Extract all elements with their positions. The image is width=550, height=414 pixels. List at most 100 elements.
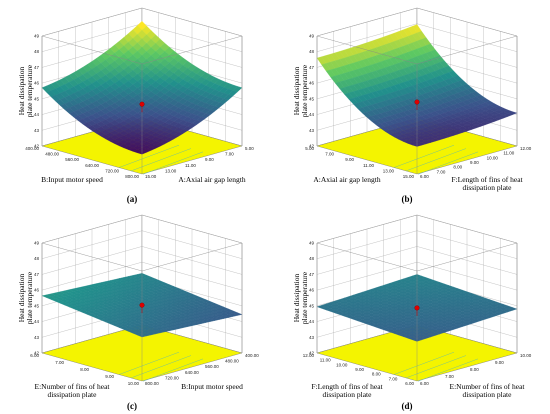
right-axis-tick: 6.00 xyxy=(420,381,429,386)
floor-contour xyxy=(118,144,180,168)
z-tick-label: 45 xyxy=(34,303,40,308)
z-tick-label: 44 xyxy=(309,112,315,117)
right-axis-tick: 10.00 xyxy=(487,155,499,160)
z-tick-label: 42 xyxy=(309,144,315,149)
z-axis-title: Heat dissipation xyxy=(292,66,301,115)
z-tick-label: 48 xyxy=(309,256,315,261)
z-tick-label: 42 xyxy=(309,351,315,356)
z-tick-label: 48 xyxy=(309,49,315,54)
z-tick-label: 46 xyxy=(34,288,40,293)
left-axis-tick: 480.00 xyxy=(45,152,59,157)
box-edge xyxy=(141,35,243,65)
z-tick-label: 46 xyxy=(34,81,40,86)
floor-contour xyxy=(142,151,204,175)
left-axis-tick: 7.00 xyxy=(55,360,64,365)
left-axis-tick: 6.00 xyxy=(405,381,414,386)
left-axis-tick: 8.00 xyxy=(80,367,89,372)
right-axis-tick: 11.00 xyxy=(185,163,196,168)
right-axis-tick: 7.00 xyxy=(445,374,454,379)
panel: 42 43 44 45 46 47 48 49 6.00 7.00 8.00 9.00 10.00 400… xyxy=(17,214,259,411)
panel-label: (a) xyxy=(127,194,138,204)
right-axis-tick: 720.00 xyxy=(165,375,179,380)
left-axis-tick: 11.00 xyxy=(363,163,374,168)
panel: 42 43 44 45 46 47 48 49 5.00 7.00 9.00 11.00 13.00 15… xyxy=(292,7,532,204)
floor-contour xyxy=(417,358,479,382)
z-tick-label: 46 xyxy=(309,81,315,86)
z-tick-label: 49 xyxy=(34,34,40,39)
left-axis-tick: 9.00 xyxy=(355,367,364,372)
z-axis-title: plate temperature xyxy=(25,271,34,324)
design-point xyxy=(414,305,420,311)
z-tick-label: 45 xyxy=(309,303,315,308)
left-axis-tick: 11.00 xyxy=(320,358,331,363)
right-axis-tick: 800.00 xyxy=(145,381,159,386)
right-axis-tick: 9.00 xyxy=(205,157,214,162)
floor-contour xyxy=(393,144,455,168)
right-axis-tick: 10.00 xyxy=(520,353,532,358)
right-axis-tick: 8.00 xyxy=(453,165,462,170)
z-tick-label: 47 xyxy=(34,65,40,70)
floor-contour xyxy=(417,151,479,175)
box-edge xyxy=(141,242,243,272)
floor-contour xyxy=(405,148,467,172)
right-axis-tick: 9.00 xyxy=(470,160,479,165)
right-axis-title: B:Input motor speed xyxy=(181,382,243,391)
left-axis-title: dissipation plate xyxy=(48,390,98,399)
right-axis-tick: 13.00 xyxy=(165,168,177,173)
z-axis-title: plate temperature xyxy=(300,64,309,117)
left-axis-tick: 8.00 xyxy=(372,372,381,377)
left-axis-tick: 560.00 xyxy=(65,157,79,162)
z-tick-label: 43 xyxy=(309,335,315,340)
z-tick-label: 44 xyxy=(34,319,40,324)
z-tick-label: 43 xyxy=(34,128,40,133)
left-axis-tick: 800.00 xyxy=(125,174,139,179)
left-axis-title: F:Length of fins of heat xyxy=(311,382,383,391)
z-tick-label: 44 xyxy=(34,112,40,117)
z-axis-title: Heat dissipation xyxy=(17,273,26,322)
right-axis-tick: 560.00 xyxy=(205,364,219,369)
left-axis-tick: 7.00 xyxy=(389,376,398,381)
floor-contour xyxy=(118,351,180,375)
floor-contour xyxy=(405,355,467,379)
z-tick-label: 45 xyxy=(34,96,40,101)
z-tick-label: 48 xyxy=(34,256,40,261)
right-axis-title: dissipation plate xyxy=(463,390,513,399)
left-axis-tick: 7.00 xyxy=(325,152,334,157)
z-tick-label: 49 xyxy=(34,241,40,246)
box-edge xyxy=(41,35,143,65)
left-axis-tick: 10.00 xyxy=(128,381,140,386)
z-tick-label: 48 xyxy=(34,49,40,54)
box-edge xyxy=(41,242,143,272)
left-axis-tick: 5.00 xyxy=(305,146,314,151)
left-axis-tick: 400.00 xyxy=(25,146,39,151)
z-tick-label: 42 xyxy=(34,144,40,149)
right-axis-tick: 15.00 xyxy=(145,174,157,179)
left-axis-tick: 6.00 xyxy=(30,353,39,358)
z-tick-label: 49 xyxy=(309,34,315,39)
z-axis-title: plate temperature xyxy=(300,271,309,324)
right-axis-tick: 5.00 xyxy=(245,146,254,151)
panel: 42 43 44 45 46 47 48 49 12.00 11.00 10.00 9.00 8.00 7… xyxy=(292,214,532,411)
panel-label: (c) xyxy=(127,401,137,411)
left-axis-tick: 720.00 xyxy=(105,168,119,173)
left-axis-tick: 13.00 xyxy=(383,168,395,173)
z-tick-label: 43 xyxy=(309,128,315,133)
right-axis-tick: 7.00 xyxy=(437,169,446,174)
floor-contour xyxy=(130,148,192,172)
z-tick-label: 46 xyxy=(309,288,315,293)
right-axis-tick: 7.00 xyxy=(225,152,234,157)
floor-contour xyxy=(130,355,192,379)
left-axis-tick: 640.00 xyxy=(85,163,99,168)
left-axis-tick: 9.00 xyxy=(345,157,354,162)
right-axis-tick: 12.00 xyxy=(520,146,532,151)
right-axis-tick: 9.00 xyxy=(495,360,504,365)
right-axis-tick: 6.00 xyxy=(420,174,429,179)
right-axis-tick: 640.00 xyxy=(185,370,199,375)
panel: 42 43 44 45 46 47 48 49 400.00 480.00 560.00 640.00… xyxy=(17,7,254,204)
design-point xyxy=(414,99,420,105)
z-axis-title: plate temperature xyxy=(25,64,34,117)
box-edge xyxy=(416,35,518,65)
z-tick-label: 44 xyxy=(309,319,315,324)
left-axis-tick: 15.00 xyxy=(403,174,415,179)
